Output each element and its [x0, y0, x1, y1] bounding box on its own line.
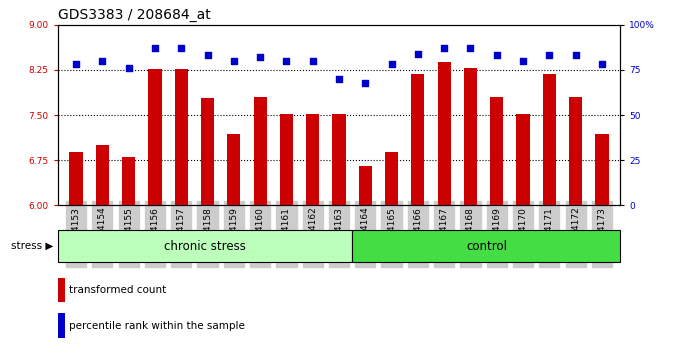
Bar [58, 313, 64, 338]
Bar [175, 69, 188, 205]
Point [150, 45, 161, 51]
Text: chronic stress: chronic stress [164, 240, 246, 252]
Point [123, 65, 134, 71]
Bar [517, 114, 530, 205]
Bar [58, 230, 353, 262]
Point [465, 45, 476, 51]
Point [255, 55, 266, 60]
Point [202, 53, 213, 58]
Point [597, 62, 607, 67]
Point [439, 45, 450, 51]
Point [386, 62, 397, 67]
Point [360, 80, 371, 85]
Point [544, 53, 555, 58]
Bar [306, 114, 319, 205]
Bar [254, 97, 266, 205]
Point [228, 58, 239, 64]
Bar [595, 134, 609, 205]
Bar [227, 134, 241, 205]
Bar [122, 157, 135, 205]
Bar [464, 68, 477, 205]
Text: GDS3383 / 208684_at: GDS3383 / 208684_at [58, 8, 210, 22]
Text: control: control [466, 240, 507, 252]
Bar [332, 114, 346, 205]
Bar [69, 152, 83, 205]
Bar [58, 278, 64, 302]
Bar [353, 230, 620, 262]
Bar [96, 145, 109, 205]
Point [176, 45, 186, 51]
Bar [280, 114, 293, 205]
Bar [359, 166, 372, 205]
Bar [543, 74, 556, 205]
Bar [385, 152, 398, 205]
Point [517, 58, 528, 64]
Point [570, 53, 581, 58]
Text: stress ▶: stress ▶ [11, 241, 53, 251]
Point [307, 58, 318, 64]
Bar [148, 69, 161, 205]
Bar [490, 97, 503, 205]
Text: percentile rank within the sample: percentile rank within the sample [69, 321, 245, 331]
Point [97, 58, 108, 64]
Point [412, 51, 423, 57]
Bar [201, 98, 214, 205]
Point [334, 76, 344, 82]
Text: transformed count: transformed count [69, 285, 167, 295]
Point [71, 62, 81, 67]
Bar [569, 97, 582, 205]
Bar [437, 62, 451, 205]
Point [492, 53, 502, 58]
Point [281, 58, 292, 64]
Bar [412, 74, 424, 205]
